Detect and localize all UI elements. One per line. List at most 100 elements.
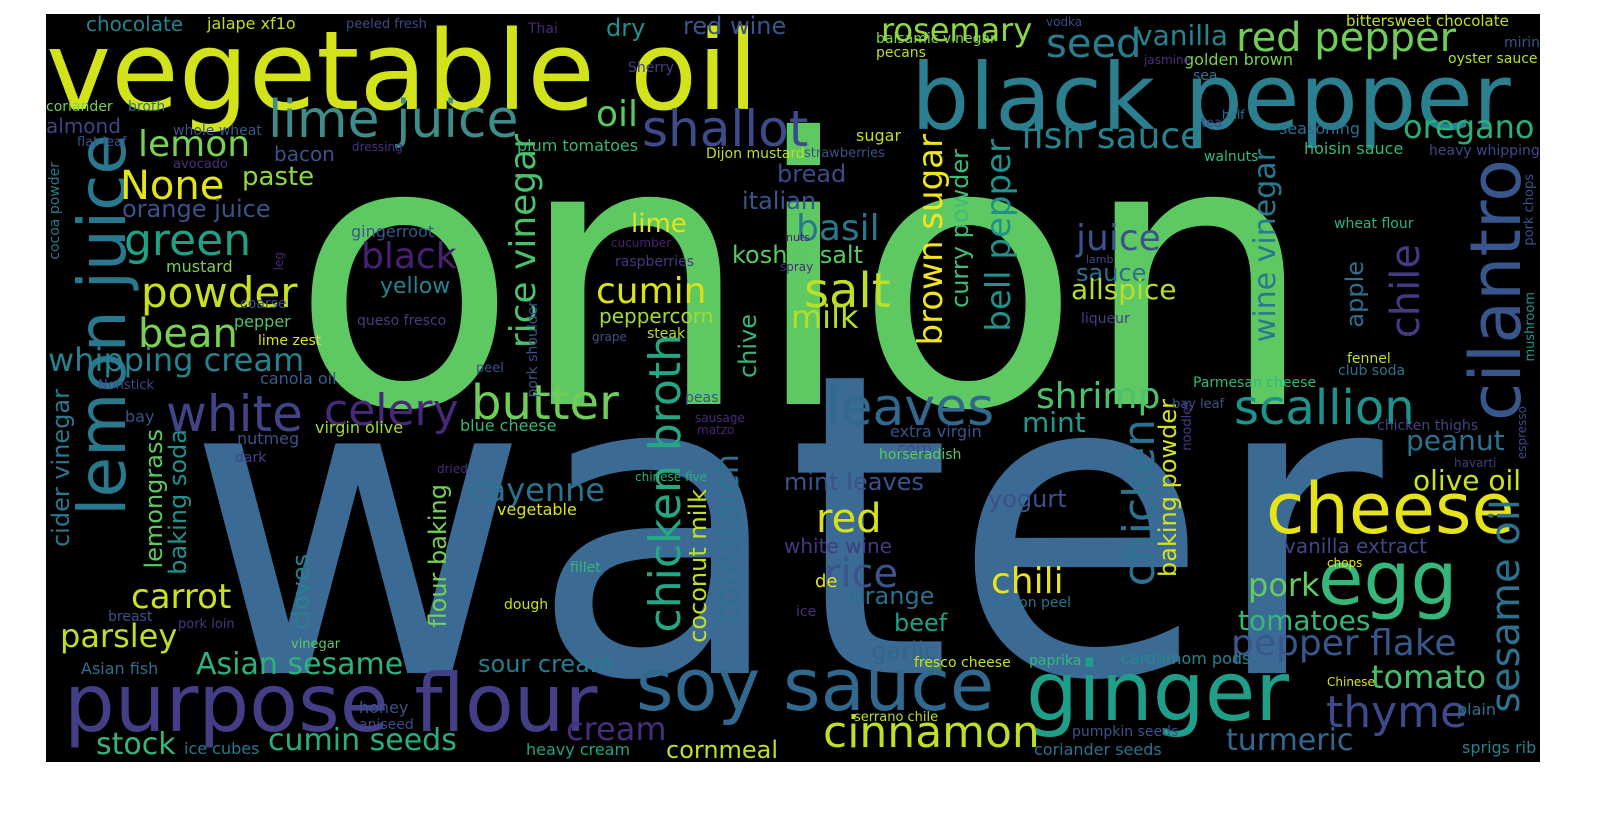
word-fish-sauce: fish sauce [1021, 116, 1203, 157]
word-rice: rice [824, 551, 899, 597]
word-bay: bay [125, 407, 155, 426]
word-lemon-peel: lemon peel [993, 595, 1072, 611]
word-leg: leg [272, 252, 286, 271]
word-sesame-oil: sesame oil [1483, 499, 1529, 713]
word-club-soda: club soda [1338, 363, 1406, 379]
word-bean: bean [138, 311, 238, 357]
word-yogurt: yogurt [988, 485, 1067, 513]
word-ice: ice [796, 604, 817, 620]
word-half: half [1222, 108, 1245, 122]
word-vegetable-oil: vegetable oil [46, 14, 759, 135]
word-bittersweet-chocolate: bittersweet chocolate [1346, 14, 1509, 30]
word-noodles: noodles [1180, 400, 1195, 451]
word-blue-cheese: blue cheese [460, 416, 557, 435]
word-cornstarch: cornstarch [708, 454, 746, 624]
word-seed: seed [1046, 21, 1142, 67]
word-tomato: tomato [1371, 658, 1487, 696]
word-peppercorn: peppercorn [599, 304, 714, 328]
word-strawberries: strawberries [804, 146, 885, 161]
word-heavy-cream: heavy cream [526, 740, 631, 759]
word-beef: beef [894, 609, 948, 637]
word-celery: celery [324, 385, 459, 436]
word-vinegar: vinegar [291, 637, 341, 652]
word-de: de [815, 571, 838, 592]
word-peas: peas [685, 390, 719, 406]
word-white: white [166, 385, 303, 443]
word-milk: milk [791, 298, 859, 336]
word-oregano: oregano [1403, 108, 1535, 146]
word-baking-soda: baking soda [164, 429, 192, 575]
word-pork: pork [1248, 566, 1320, 604]
word-whipping-cream: whipping cream [48, 341, 305, 379]
word-yellow: yellow [380, 274, 451, 299]
word-dijon-mustard: Dijon mustard [706, 146, 805, 162]
word-vodka: vodka [1046, 15, 1083, 29]
word-paste: paste [242, 162, 315, 192]
word-cider-vinegar: cider vinegar [47, 389, 75, 548]
word-peeled-fresh: peeled fresh [346, 17, 427, 32]
word-bacon: bacon [274, 142, 335, 166]
word-liqueur: liqueur [1081, 311, 1130, 327]
word-aniseed: aniseed [359, 717, 414, 733]
word-rosemary: rosemary [881, 14, 1033, 49]
word-ice-cubes: ice cubes [184, 739, 260, 758]
word-dressing: dressing [352, 140, 403, 154]
word-cumin-seeds: cumin seeds [268, 723, 457, 758]
word-basil: basil [796, 208, 880, 249]
word-cheese: cheese [1266, 468, 1515, 550]
word-sausage: sausage [695, 411, 745, 425]
word-pepper-flake: pepper flake [1231, 623, 1457, 664]
word-lime: lime [631, 209, 687, 239]
word-vanilla: vanilla [1136, 19, 1228, 52]
word-lemon: lemon [138, 124, 251, 165]
word-paprika: paprika [1029, 653, 1082, 669]
word-flour-baking: flour baking [424, 484, 452, 628]
word-sauce: sauce [1076, 259, 1147, 287]
word-nuts: nuts [786, 231, 810, 244]
word-soy-sauce: soy sauce [636, 643, 995, 727]
word-bread: bread [777, 160, 847, 188]
word-chicken-thighs: chicken thighs [1377, 418, 1479, 434]
word-red: red [816, 496, 882, 542]
word-spray: spray [780, 260, 814, 274]
word-pumpkin-seeds: pumpkin seeds [1072, 724, 1179, 740]
word-orange: orange [850, 582, 935, 610]
word-asian-fish: Asian fish [81, 659, 159, 678]
word-curry-powder: curry powder [946, 149, 974, 308]
word-garlic: garlic [871, 637, 938, 665]
word-dark: dark [235, 450, 267, 466]
word-mushroom: mushroom [1523, 292, 1538, 362]
word-espresso: espresso [1515, 406, 1529, 460]
word-parsley: parsley [60, 617, 178, 655]
word-thyme: thyme [1326, 687, 1468, 738]
word-cilantro: cilantro [1455, 159, 1537, 422]
word-raspberries: raspberries [615, 254, 695, 270]
word-hot: hot [1274, 478, 1301, 497]
word-black: black [361, 236, 457, 277]
word-havarti: havarti [1454, 456, 1497, 470]
word-brown-sugar: brown sugar [911, 134, 951, 346]
word-scallion: scallion [1234, 380, 1415, 436]
word-plain: plain [1457, 700, 1496, 719]
word-pork-loin: pork loin [178, 617, 235, 632]
word-coriander: coriander [46, 99, 113, 115]
word-thai: Thai [528, 21, 558, 37]
word-vegetable: vegetable [497, 500, 577, 519]
word-mint-leaves: mint leaves [784, 468, 924, 496]
word-purpose-flour: purpose flour [64, 657, 598, 750]
word-vanilla-extract: vanilla extract [1284, 534, 1427, 558]
word-turmeric: turmeric [1226, 723, 1354, 758]
word-dried: dried [437, 462, 468, 476]
word-white-wine: white wine [784, 534, 892, 558]
word-jasmine: jasmine [1144, 53, 1191, 67]
word-plum-tomatoes: plum tomatoes [517, 136, 639, 155]
word-coarse: coarse [240, 296, 287, 312]
word-hoisin-sauce: hoisin sauce [1304, 139, 1404, 158]
word-serrano-chile: serrano chile [854, 710, 939, 725]
word-nutmeg: nutmeg [237, 429, 300, 448]
word-chile: chile [1383, 244, 1429, 339]
word-ginger: ginger [1026, 645, 1290, 740]
word-almond: almond [46, 114, 121, 138]
word-peanut: peanut [1406, 424, 1505, 457]
word-dough: dough [504, 597, 549, 613]
